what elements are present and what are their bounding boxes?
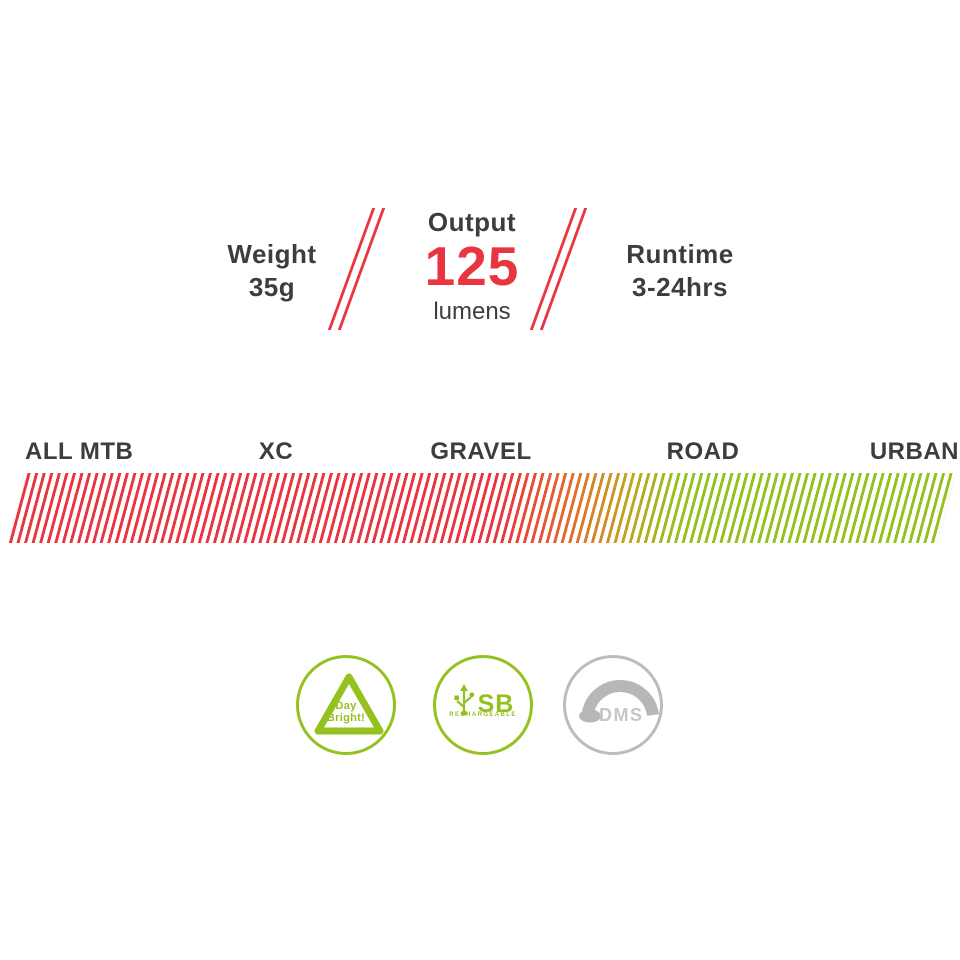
usb-trident-icon (454, 684, 474, 716)
category-label-all-mtb: ALL MTB (25, 438, 134, 465)
spec-weight: Weight 35g (162, 238, 382, 304)
weight-label: Weight (227, 239, 317, 269)
runtime-label: Runtime (626, 239, 734, 269)
day-bright-line1: Day (335, 700, 357, 712)
day-bright-badge: Day Bright! (296, 655, 396, 755)
usb-rechargeable-badge: SB RECHARGEABLE (433, 655, 533, 755)
output-value: 125 (424, 235, 520, 297)
warning-triangle-icon (314, 673, 384, 735)
category-label-xc: XC (258, 438, 294, 465)
spec-runtime: Runtime 3-24hrs (570, 238, 790, 304)
dms-badge: DMS (563, 655, 663, 755)
usb-letters: SB (477, 690, 515, 718)
weight-value: 35g (248, 272, 296, 302)
spectrum-bar (8, 473, 956, 543)
runtime-value: 3-24hrs (632, 272, 728, 302)
day-bright-line2: Bright! (326, 712, 366, 724)
category-label-gravel: GRAVEL (430, 438, 532, 465)
gauge-icon (579, 680, 659, 723)
output-label: Output (427, 207, 517, 237)
category-label-road: ROAD (666, 438, 740, 465)
output-unit: lumens (433, 298, 511, 325)
dms-text: DMS (599, 705, 644, 725)
usb-wordmark: SB (436, 683, 530, 717)
day-bright-text: Day Bright! (299, 700, 393, 724)
spec-output: Output 125 lumens (362, 206, 582, 327)
category-label-urban: URBAN (869, 438, 959, 465)
usb-subtext: RECHARGEABLE (449, 712, 517, 718)
